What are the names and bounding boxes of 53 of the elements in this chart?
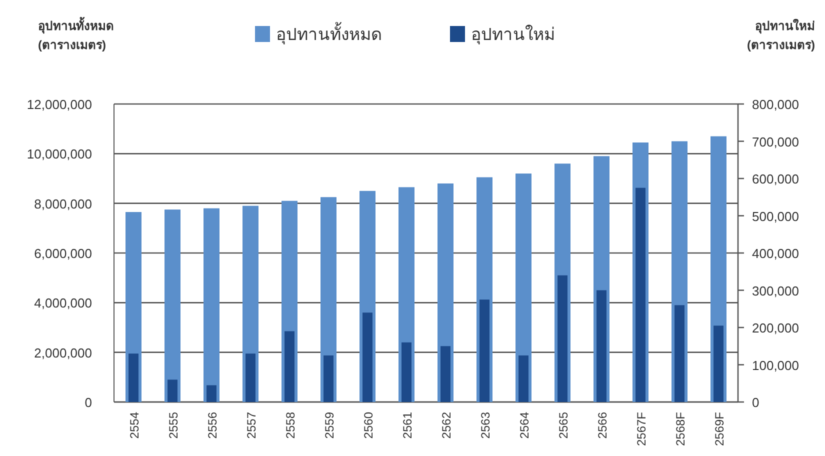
- x-tick-label: 2560: [362, 412, 376, 439]
- y-tick-label: 0: [84, 395, 92, 410]
- bar: [596, 290, 606, 402]
- bar: [206, 385, 216, 402]
- bar: [164, 210, 180, 402]
- bar: [714, 326, 724, 402]
- bar: [204, 208, 220, 402]
- y-tick-label: 8,000,000: [34, 196, 92, 212]
- legend-label: อุปทานทั้งหมด: [276, 22, 382, 45]
- bar: [674, 305, 684, 402]
- bar: [402, 342, 412, 402]
- y2-tick-label: 100,000: [752, 358, 799, 373]
- y-tick-label: 6,000,000: [34, 246, 92, 261]
- bar: [362, 312, 372, 402]
- y2-tick-label: 400,000: [752, 246, 799, 261]
- x-tick-label: 2568F: [674, 412, 688, 446]
- x-tick-label: 2564: [518, 412, 532, 439]
- y2-tick-label: 600,000: [752, 172, 799, 186]
- x-tick-label: 2567F: [634, 412, 648, 446]
- y2-axis-title: อุปทานใหม่ (ตารางเมตร): [747, 18, 815, 52]
- y-tick-label: 4,000,000: [34, 296, 92, 311]
- x-tick-label: 2559: [322, 412, 336, 439]
- y-tick-label: 12,000,000: [26, 97, 92, 112]
- y2-tick-label: 800,000: [752, 97, 799, 112]
- bar: [128, 354, 138, 402]
- x-tick-label: 2561: [400, 412, 414, 439]
- y2-tick-label: 0: [752, 395, 760, 410]
- legend-label: อุปทานใหม่: [471, 24, 555, 45]
- bar: [558, 275, 568, 402]
- bar: [324, 355, 334, 402]
- x-tick-label: 2562: [440, 412, 454, 439]
- bar: [168, 380, 178, 402]
- bar: [246, 354, 256, 402]
- x-tick-label: 2565: [556, 412, 570, 439]
- bar: [480, 300, 490, 402]
- y-tick-label: 10,000,000: [26, 146, 92, 162]
- x-tick-label: 2569F: [712, 412, 726, 446]
- x-tick-label: 2555: [166, 412, 180, 439]
- y2-tick-label: 500,000: [752, 208, 799, 224]
- y2-tick-label: 300,000: [752, 283, 799, 298]
- bar: [440, 346, 450, 402]
- x-tick-label: 2566: [596, 412, 610, 439]
- bar: [284, 331, 294, 402]
- x-tick-label: 2554: [128, 412, 142, 439]
- y2-tick-label: 700,000: [752, 134, 799, 150]
- x-tick-label: 2558: [284, 412, 298, 439]
- y-axis-title: อุปทานทั้งหมด (ตารางเมตร): [38, 16, 114, 52]
- y-tick-label: 2,000,000: [34, 345, 92, 360]
- x-tick-label: 2557: [244, 412, 258, 439]
- x-tick-label: 2563: [478, 412, 492, 439]
- bar: [518, 355, 528, 402]
- y2-tick-label: 200,000: [752, 320, 799, 336]
- x-tick-label: 2556: [206, 412, 220, 439]
